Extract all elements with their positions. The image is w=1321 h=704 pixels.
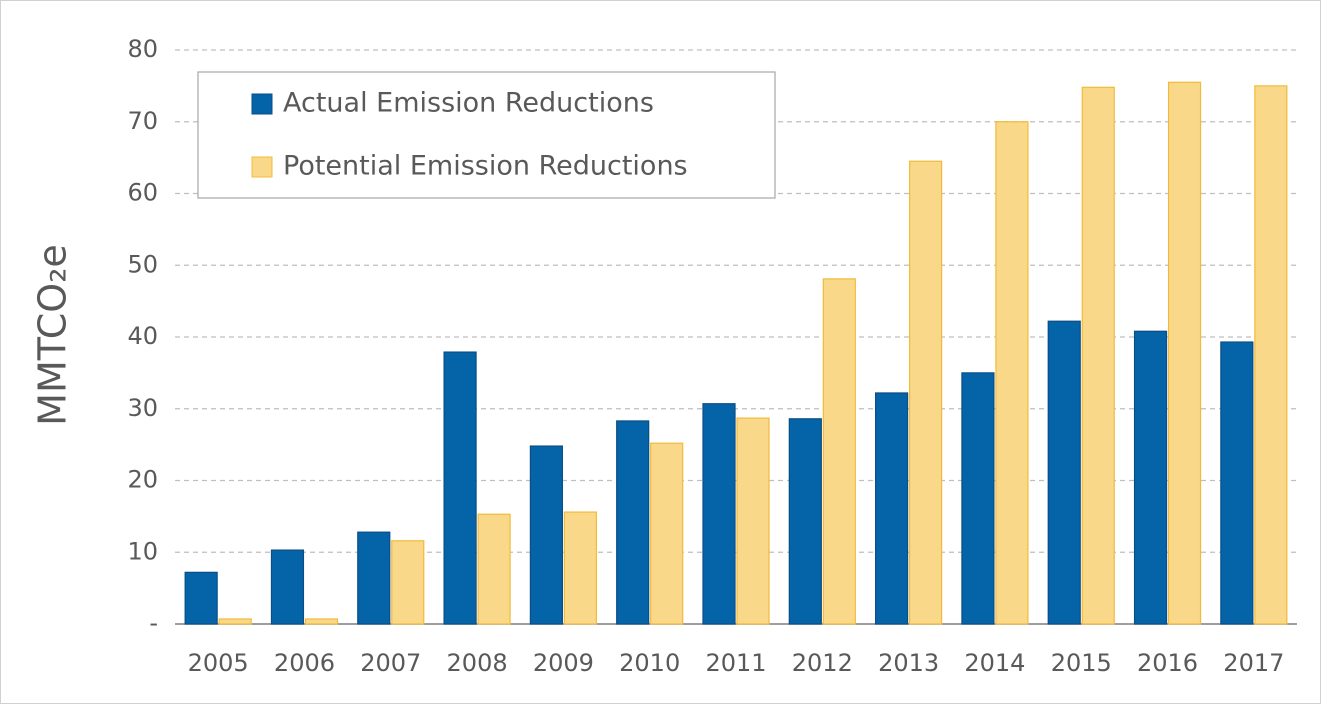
bar	[1220, 341, 1254, 625]
bar	[477, 513, 511, 625]
bar	[1167, 81, 1202, 625]
bar	[650, 442, 684, 625]
x-tick-label: 2011	[705, 649, 766, 677]
y-tick-label: 70	[127, 107, 158, 135]
bar	[563, 511, 597, 625]
bar	[270, 549, 305, 625]
y-tick-label: 80	[127, 35, 158, 63]
bar	[961, 372, 995, 625]
bar	[616, 420, 650, 625]
legend-label: Actual Emission Reductions	[283, 88, 654, 119]
bar	[184, 571, 218, 625]
bar	[1081, 86, 1115, 625]
bar	[1133, 330, 1168, 625]
legend-label: Potential Emission Reductions	[283, 151, 688, 182]
bar	[736, 417, 770, 625]
legend-swatch	[251, 93, 273, 115]
y-tick-label: 50	[127, 250, 158, 278]
bar	[529, 445, 563, 625]
bar	[443, 351, 477, 625]
bar	[391, 540, 425, 625]
bar	[995, 121, 1029, 625]
y-tick-label: -	[149, 609, 158, 637]
x-tick-label: 2014	[964, 649, 1025, 677]
x-tick-label: 2013	[878, 649, 939, 677]
bar	[304, 618, 339, 625]
bar	[909, 160, 943, 625]
bar	[702, 403, 736, 625]
bar	[218, 618, 252, 625]
bar	[1047, 320, 1081, 625]
x-tick-label: 2007	[360, 649, 421, 677]
y-tick-label: 30	[127, 394, 158, 422]
x-tick-label: 2008	[447, 649, 508, 677]
y-tick-label: 40	[127, 322, 158, 350]
y-tick-label: 10	[127, 537, 158, 565]
bar	[1254, 85, 1288, 625]
legend-swatch	[251, 156, 273, 178]
x-tick-label: 2010	[619, 649, 680, 677]
x-tick-label: 2006	[274, 649, 335, 677]
x-tick-label: 2016	[1137, 649, 1198, 677]
x-tick-label: 2005	[188, 649, 249, 677]
y-tick-label: 60	[127, 179, 158, 207]
x-tick-label: 2017	[1223, 649, 1284, 677]
bar	[875, 392, 909, 625]
y-tick-label: 20	[127, 466, 158, 494]
bar	[788, 418, 822, 625]
legend-box	[197, 71, 776, 199]
x-tick-label: 2015	[1051, 649, 1112, 677]
bar	[822, 278, 856, 625]
x-tick-label: 2009	[533, 649, 594, 677]
x-tick-label: 2012	[792, 649, 853, 677]
bar	[357, 531, 391, 625]
y-axis-label: MMTCO₂e	[31, 244, 75, 426]
